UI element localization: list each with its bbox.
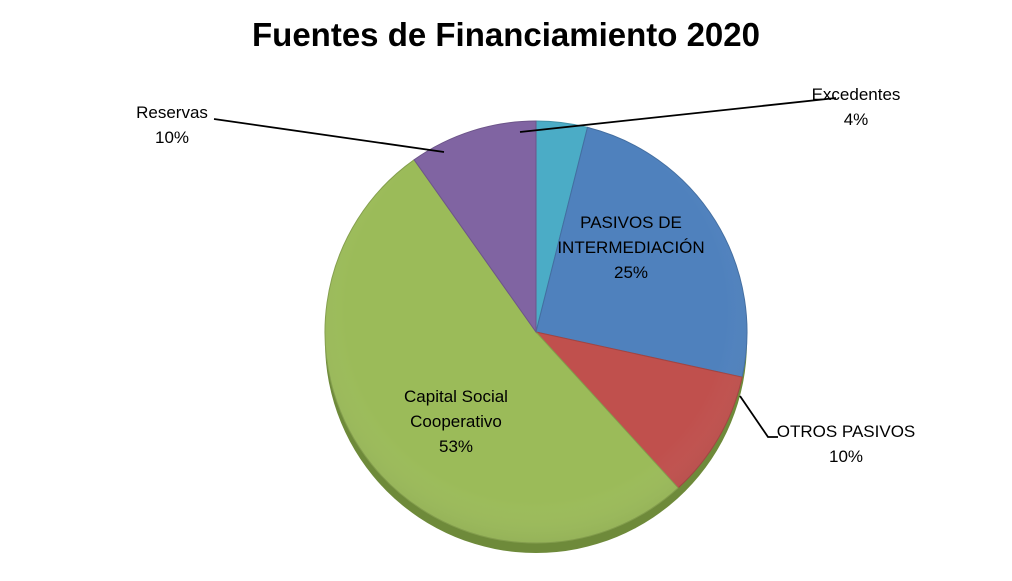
leader-line-5 [213,118,445,153]
slice-label-1: Excedentes 4% [812,85,901,129]
leader-line-3 [739,395,778,438]
slice-label-3: OTROS PASIVOS 10% [777,422,916,466]
chart-title: Fuentes de Financiamiento 2020 [252,16,760,53]
slice-label-5: Reservas 10% [136,103,208,147]
slice-label-4: Capital Social Cooperativo 53% [404,387,508,456]
leader-line-1 [519,97,837,133]
slice-label-2: PASIVOS DE INTERMEDIACIÓN 25% [557,213,704,282]
